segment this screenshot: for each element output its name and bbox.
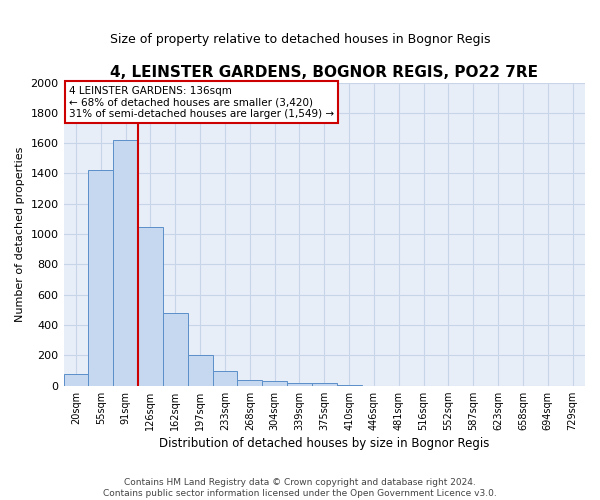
Bar bbox=[337, 385, 362, 386]
X-axis label: Distribution of detached houses by size in Bognor Regis: Distribution of detached houses by size … bbox=[159, 437, 490, 450]
Y-axis label: Number of detached properties: Number of detached properties bbox=[15, 146, 25, 322]
Bar bbox=[163, 313, 188, 386]
Title: 4, LEINSTER GARDENS, BOGNOR REGIS, PO22 7RE: 4, LEINSTER GARDENS, BOGNOR REGIS, PO22 … bbox=[110, 65, 538, 80]
Bar bbox=[138, 226, 163, 386]
Bar bbox=[238, 380, 262, 386]
Text: Size of property relative to detached houses in Bognor Regis: Size of property relative to detached ho… bbox=[110, 32, 490, 46]
Text: 4 LEINSTER GARDENS: 136sqm
← 68% of detached houses are smaller (3,420)
31% of s: 4 LEINSTER GARDENS: 136sqm ← 68% of deta… bbox=[69, 86, 334, 119]
Bar bbox=[312, 382, 337, 386]
Bar bbox=[88, 170, 113, 386]
Bar bbox=[113, 140, 138, 386]
Bar bbox=[287, 382, 312, 386]
Bar bbox=[188, 356, 212, 386]
Text: Contains HM Land Registry data © Crown copyright and database right 2024.
Contai: Contains HM Land Registry data © Crown c… bbox=[103, 478, 497, 498]
Bar bbox=[64, 374, 88, 386]
Bar bbox=[262, 381, 287, 386]
Bar bbox=[212, 370, 238, 386]
